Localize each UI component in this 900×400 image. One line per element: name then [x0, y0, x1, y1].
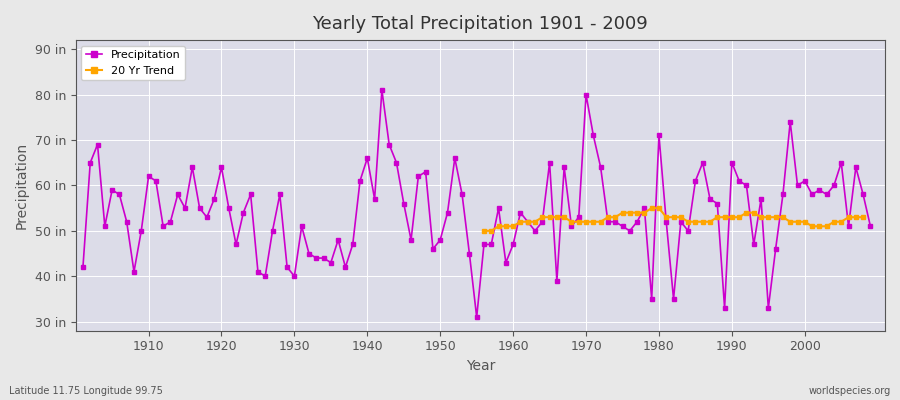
- 20 Yr Trend: [822, 224, 832, 229]
- 20 Yr Trend: [858, 215, 868, 220]
- Precipitation: [376, 88, 387, 92]
- Precipitation: [136, 228, 147, 233]
- Text: Latitude 11.75 Longitude 99.75: Latitude 11.75 Longitude 99.75: [9, 386, 163, 396]
- Precipitation: [77, 265, 88, 270]
- Precipitation: [296, 224, 307, 229]
- Text: worldspecies.org: worldspecies.org: [809, 386, 891, 396]
- Line: 20 Yr Trend: 20 Yr Trend: [482, 206, 865, 232]
- Y-axis label: Precipitation: Precipitation: [15, 142, 29, 229]
- 20 Yr Trend: [580, 219, 591, 224]
- 20 Yr Trend: [479, 228, 490, 233]
- 20 Yr Trend: [726, 215, 737, 220]
- Precipitation: [472, 315, 482, 320]
- Line: Precipitation: Precipitation: [81, 88, 872, 319]
- Title: Yearly Total Precipitation 1901 - 2009: Yearly Total Precipitation 1901 - 2009: [312, 15, 648, 33]
- Precipitation: [610, 219, 621, 224]
- Precipitation: [340, 265, 351, 270]
- 20 Yr Trend: [705, 219, 716, 224]
- 20 Yr Trend: [778, 215, 788, 220]
- X-axis label: Year: Year: [465, 359, 495, 373]
- Precipitation: [865, 224, 876, 229]
- Precipitation: [522, 219, 533, 224]
- 20 Yr Trend: [646, 206, 657, 210]
- Precipitation: [515, 210, 526, 215]
- 20 Yr Trend: [712, 215, 723, 220]
- Legend: Precipitation, 20 Yr Trend: Precipitation, 20 Yr Trend: [81, 46, 185, 80]
